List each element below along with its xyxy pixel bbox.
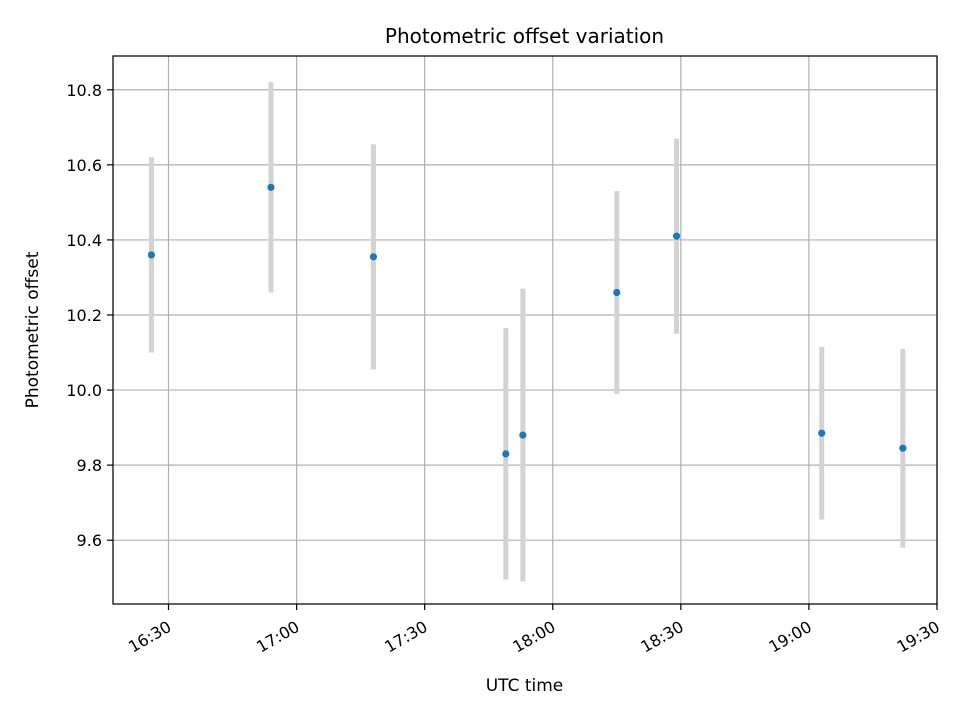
data-point [267, 183, 275, 191]
x-tick-label: 16:30 [125, 617, 174, 657]
data-point [369, 253, 378, 261]
data-point [672, 232, 681, 240]
x-tick-label: 17:30 [381, 617, 430, 657]
x-tick-label: 18:00 [509, 617, 558, 657]
y-tick-label: 10.8 [66, 81, 102, 100]
data-point [519, 431, 527, 439]
y-tick-label: 10.4 [66, 231, 102, 250]
data-point [502, 450, 510, 458]
data-point [899, 444, 907, 452]
y-tick-label: 10.2 [66, 306, 102, 325]
y-tick-label: 10.0 [66, 381, 102, 400]
plot-area-frame [112, 55, 938, 605]
y-tick-label: 9.8 [77, 456, 102, 475]
data-point [613, 288, 621, 297]
y-axis-title: Photometric offset [23, 251, 43, 408]
y-tick-label: 10.6 [66, 156, 102, 175]
x-axis-ticks: 16:30 17:00 17:30 18:00 18:30 19:00 19:30 [125, 604, 943, 657]
data-point [818, 429, 826, 437]
data-points [147, 183, 907, 458]
error-bars [148, 82, 906, 582]
y-axis-ticks: 9.6 9.8 10.0 10.2 10.4 10.6 10.8 [66, 81, 113, 550]
x-axis-title: UTC time [486, 676, 564, 696]
data-point [147, 251, 156, 259]
chart-title: Photometric offset variation [385, 24, 664, 48]
y-tick-label: 9.6 [77, 531, 102, 550]
x-tick-label: 19:30 [894, 617, 943, 657]
x-tick-label: 18:30 [637, 617, 686, 657]
x-tick-label: 19:00 [765, 617, 814, 657]
x-tick-label: 17:00 [253, 617, 302, 657]
